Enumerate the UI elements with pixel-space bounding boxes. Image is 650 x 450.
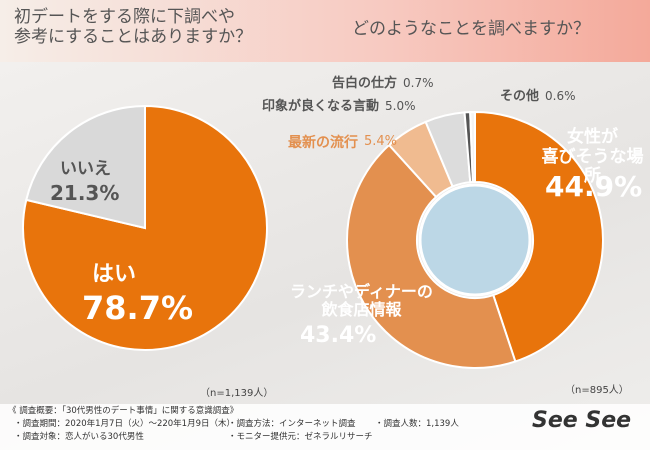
note: （n=1,139人） — [200, 388, 274, 399]
value-label: 5.4% — [364, 134, 398, 149]
center-photo — [418, 183, 532, 297]
slice-label: 女性が 喜びそうな場所 — [541, 127, 644, 187]
value-label: 78.7% — [82, 289, 194, 328]
slice — [346, 143, 517, 369]
footer-item: ・調査人数：1,139人 — [375, 419, 459, 429]
logo: See See — [532, 408, 632, 433]
note: （n=895人） — [565, 385, 629, 396]
slice-label: いいえ — [60, 159, 111, 179]
value-label: 21.3% — [50, 181, 120, 206]
slice — [25, 104, 146, 230]
slice-label: その他 — [500, 89, 540, 104]
footer-item: ・調査対象：恋人がいる30代男性 — [14, 432, 144, 442]
footer-band — [0, 404, 650, 450]
value-label: 0.6% — [545, 89, 576, 103]
slice-label: はい — [92, 262, 137, 287]
slice-label: 最新の流行 — [288, 135, 358, 151]
slice-label: ランチやディナーの 飲食店情報 — [290, 282, 433, 320]
left-title: 初デートをする際に下調べや 参考にすることはありますか？ — [14, 7, 253, 47]
footer-item: ・調査方法：インターネット調査 — [228, 419, 356, 429]
slice — [474, 110, 604, 363]
value-label: 43.4% — [300, 323, 377, 349]
value-label: 0.7% — [403, 76, 434, 90]
footer-heading: 《 調査概要：「30代男性のデート事情」に関する意識調査》 — [8, 406, 239, 416]
slice-label: 告白の仕方 — [332, 76, 398, 91]
value-label: 44.9% — [545, 169, 643, 203]
right-title: どのようなことを調べますか？ — [352, 19, 590, 39]
slice-label: 印象が良くなる言動 — [262, 99, 380, 114]
slice — [469, 110, 476, 184]
footer-item: ・調査期間：2020年1月7日（火）〜220年1月9日（木） — [14, 419, 235, 429]
footer-item: ・モニター提供元：ゼネラルリサーチ — [228, 432, 373, 442]
header-band — [0, 0, 650, 62]
value-label: 5.0% — [385, 99, 416, 113]
